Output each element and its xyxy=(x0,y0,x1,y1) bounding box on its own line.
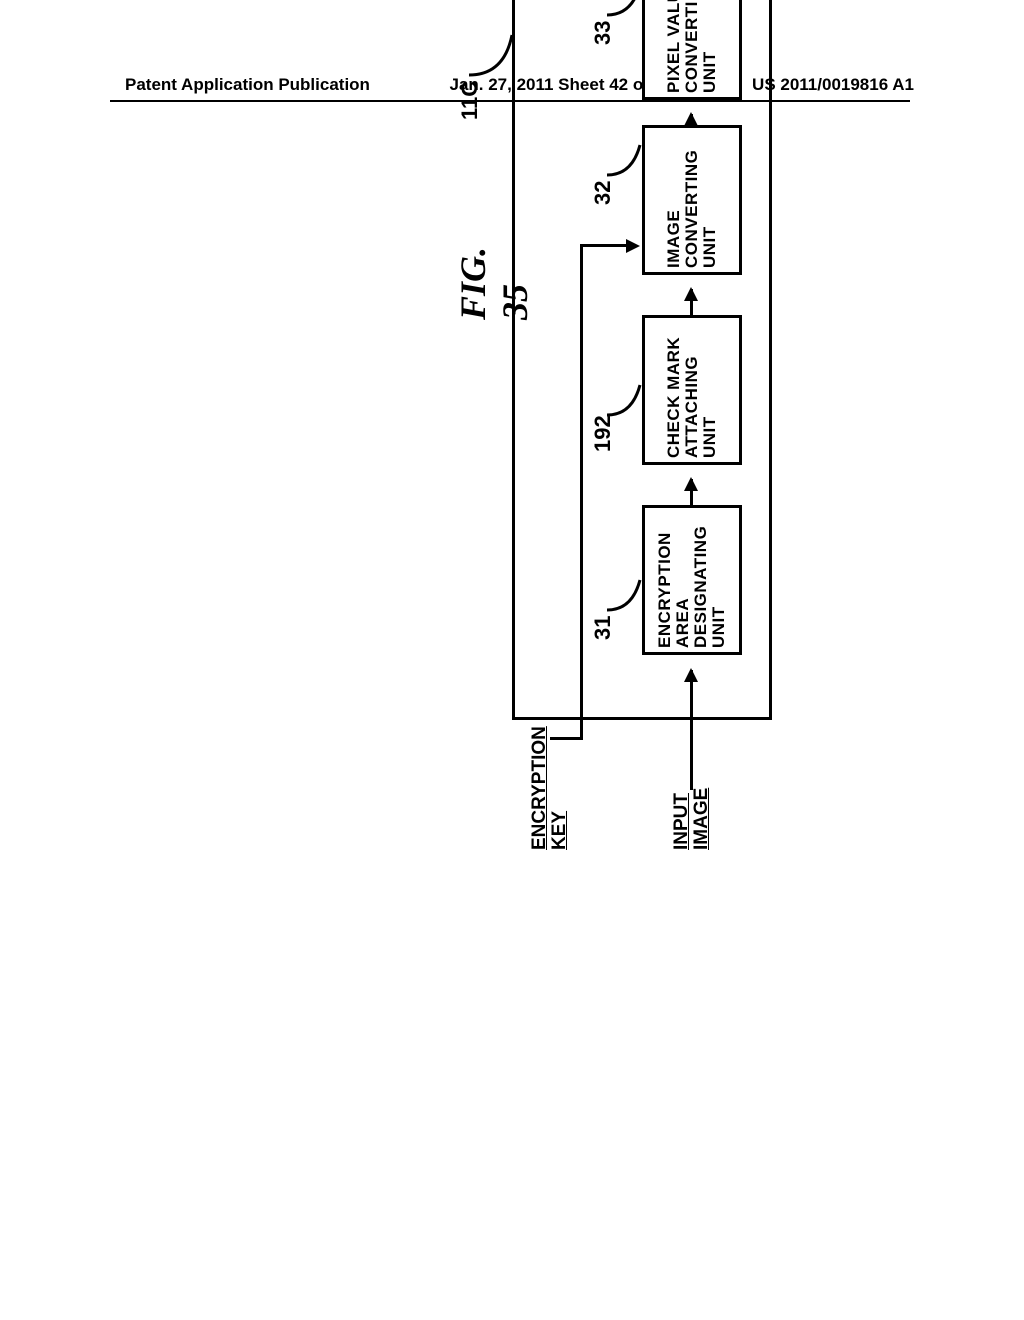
image-converting-unit: IMAGE CONVERTING UNIT xyxy=(642,125,742,275)
arrow-31-to-192 xyxy=(690,479,693,505)
leader-11c xyxy=(464,0,519,80)
pixel-value-converting-unit: PIXEL VALUE CONVERTING UNIT xyxy=(642,0,742,100)
label-encryption-key: ENCRYPTION KEY xyxy=(530,726,570,850)
ref-33: 33 xyxy=(590,21,616,45)
header-left: Patent Application Publication xyxy=(125,75,370,95)
leader-32 xyxy=(602,130,642,180)
header-right: US 2011/0019816 A1 xyxy=(752,75,914,95)
ref-11c: 11C xyxy=(457,81,483,120)
check-mark-attaching-unit: CHECK MARK ATTACHING UNIT xyxy=(642,315,742,465)
enckey-line-h1 xyxy=(580,245,583,740)
leader-31 xyxy=(602,565,642,615)
leader-192 xyxy=(602,370,642,420)
enckey-arrow-down xyxy=(580,244,628,247)
arrow-192-to-32 xyxy=(690,289,693,315)
header-rule xyxy=(110,100,910,102)
ref-192: 192 xyxy=(590,415,616,452)
enckey-arrowhead xyxy=(626,240,640,254)
enckey-line-v1 xyxy=(550,737,583,740)
encryption-area-designating-unit: ENCRYPTION AREA DESIGNATING UNIT xyxy=(642,505,742,655)
arrow-32-to-33 xyxy=(690,114,693,125)
leader-33 xyxy=(602,0,642,20)
arrow-input-to-31 xyxy=(690,670,693,790)
ref-31: 31 xyxy=(590,616,616,640)
ref-32: 32 xyxy=(590,181,616,205)
label-input-image: INPUT IMAGE xyxy=(672,788,712,850)
